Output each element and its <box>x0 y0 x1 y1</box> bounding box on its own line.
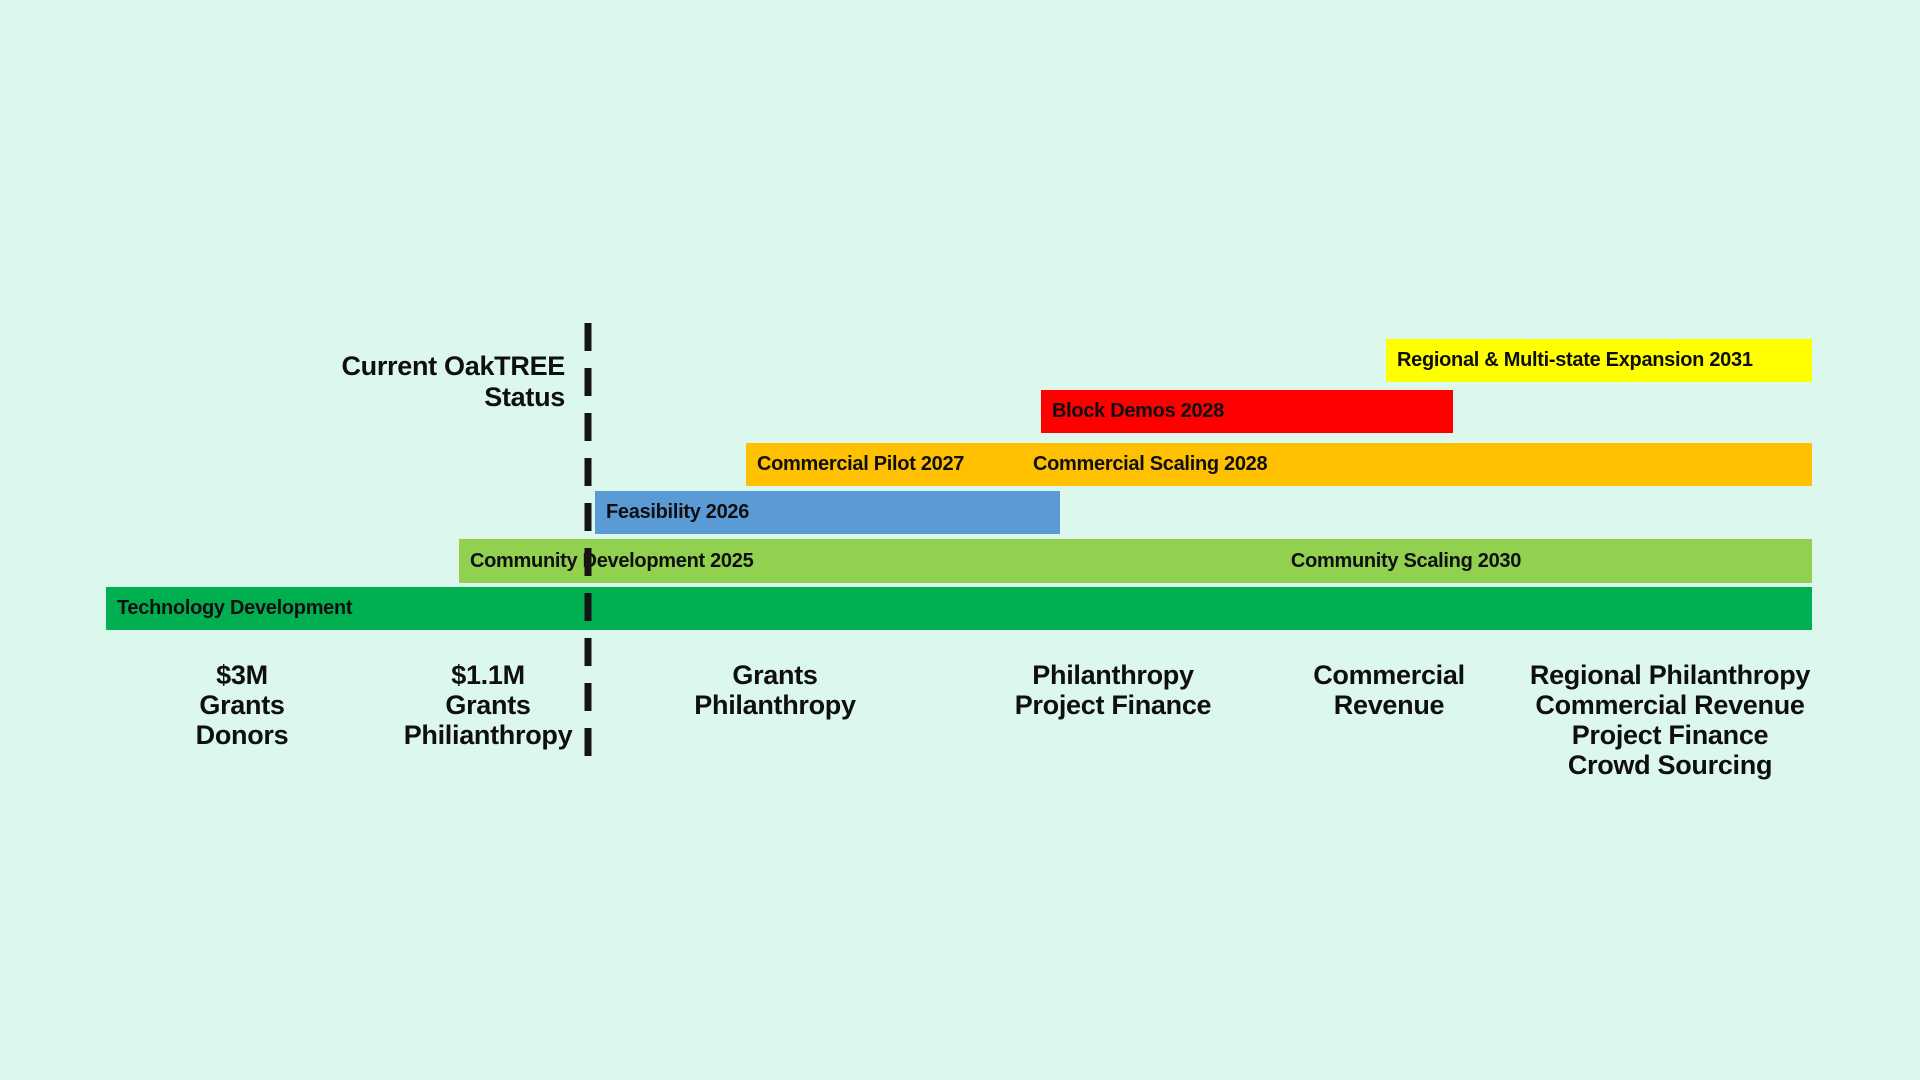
bar-feasibility: Feasibility 2026 <box>595 491 1060 534</box>
bar-technology-development-label: Technology Development <box>117 597 353 619</box>
axis-label-grants-philanthropy: Grants Philanthropy <box>694 660 856 720</box>
current-status-dashed-line <box>584 323 592 759</box>
axis-line: Regional Philanthropy <box>1529 660 1811 690</box>
axis-line: Revenue <box>1333 690 1445 720</box>
bar-feasibility-label: Feasibility 2026 <box>606 501 750 523</box>
axis-line: Philanthropy <box>1032 660 1194 690</box>
axis-line: Grants <box>199 690 285 720</box>
bar-technology-development: Technology Development <box>106 587 1812 630</box>
bar-community-development-scaling: Community Development 2025 Community Sca… <box>459 539 1812 583</box>
axis-label-3m-grants-donors: $3M Grants Donors <box>196 660 289 750</box>
axis-label-commercial-revenue: Commercial Revenue <box>1313 660 1465 720</box>
axis-label-1-1m-grants-philanthropy: $1.1M Grants Philianthropy <box>404 660 573 750</box>
bar-regional-expansion: Regional & Multi-state Expansion 2031 <box>1386 339 1812 382</box>
annotation-line-2: Status <box>484 382 565 412</box>
bar-regional-expansion-label: Regional & Multi-state Expansion 2031 <box>1397 349 1753 371</box>
bar-community-scaling-label: Community Scaling 2030 <box>1290 549 1522 572</box>
axis-line: Grants <box>445 690 531 720</box>
bar-commercial-scaling-label: Commercial Scaling 2028 <box>1033 453 1268 475</box>
bar-commercial-pilot-scaling: Commercial Pilot 2027 Commercial Scaling… <box>746 443 1812 486</box>
axis-line: Philanthropy <box>694 690 856 720</box>
axis-label-philanthropy-project-finance: Philanthropy Project Finance <box>1015 660 1212 720</box>
axis-line: Grants <box>732 660 818 690</box>
axis-line: Crowd Sourcing <box>1567 750 1773 780</box>
axis-line: Commercial <box>1313 660 1465 690</box>
annotation-line-1: Current OakTREE <box>341 351 565 381</box>
bar-community-development-label: Community Development 2025 <box>470 549 754 572</box>
axis-line: Project Finance <box>1571 720 1769 750</box>
axis-line: Philianthropy <box>403 720 573 750</box>
axis-line: Project Finance <box>1014 690 1212 720</box>
current-status-annotation: Current OakTREE Status <box>245 351 565 413</box>
axis-label-regional-mixed-sources: Regional Philanthropy Commercial Revenue… <box>1529 660 1811 780</box>
axis-line: Donors <box>195 720 289 750</box>
axis-line: $1.1M <box>451 660 525 690</box>
bar-block-demos-label: Block Demos 2028 <box>1052 400 1224 422</box>
bar-commercial-pilot-label: Commercial Pilot 2027 <box>757 453 965 475</box>
axis-line: $3M <box>216 660 268 690</box>
axis-line: Commercial Revenue <box>1535 690 1805 720</box>
bar-block-demos: Block Demos 2028 <box>1041 390 1453 433</box>
